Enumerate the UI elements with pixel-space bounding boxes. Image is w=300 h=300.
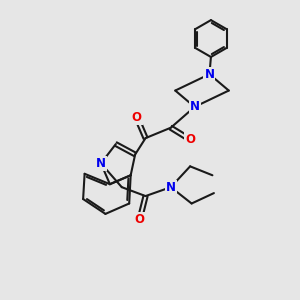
- Text: N: N: [204, 68, 214, 81]
- Text: N: N: [96, 157, 106, 170]
- Text: N: N: [166, 181, 176, 194]
- Text: N: N: [190, 100, 200, 113]
- Text: O: O: [185, 133, 195, 146]
- Text: O: O: [135, 213, 145, 226]
- Text: O: O: [132, 111, 142, 124]
